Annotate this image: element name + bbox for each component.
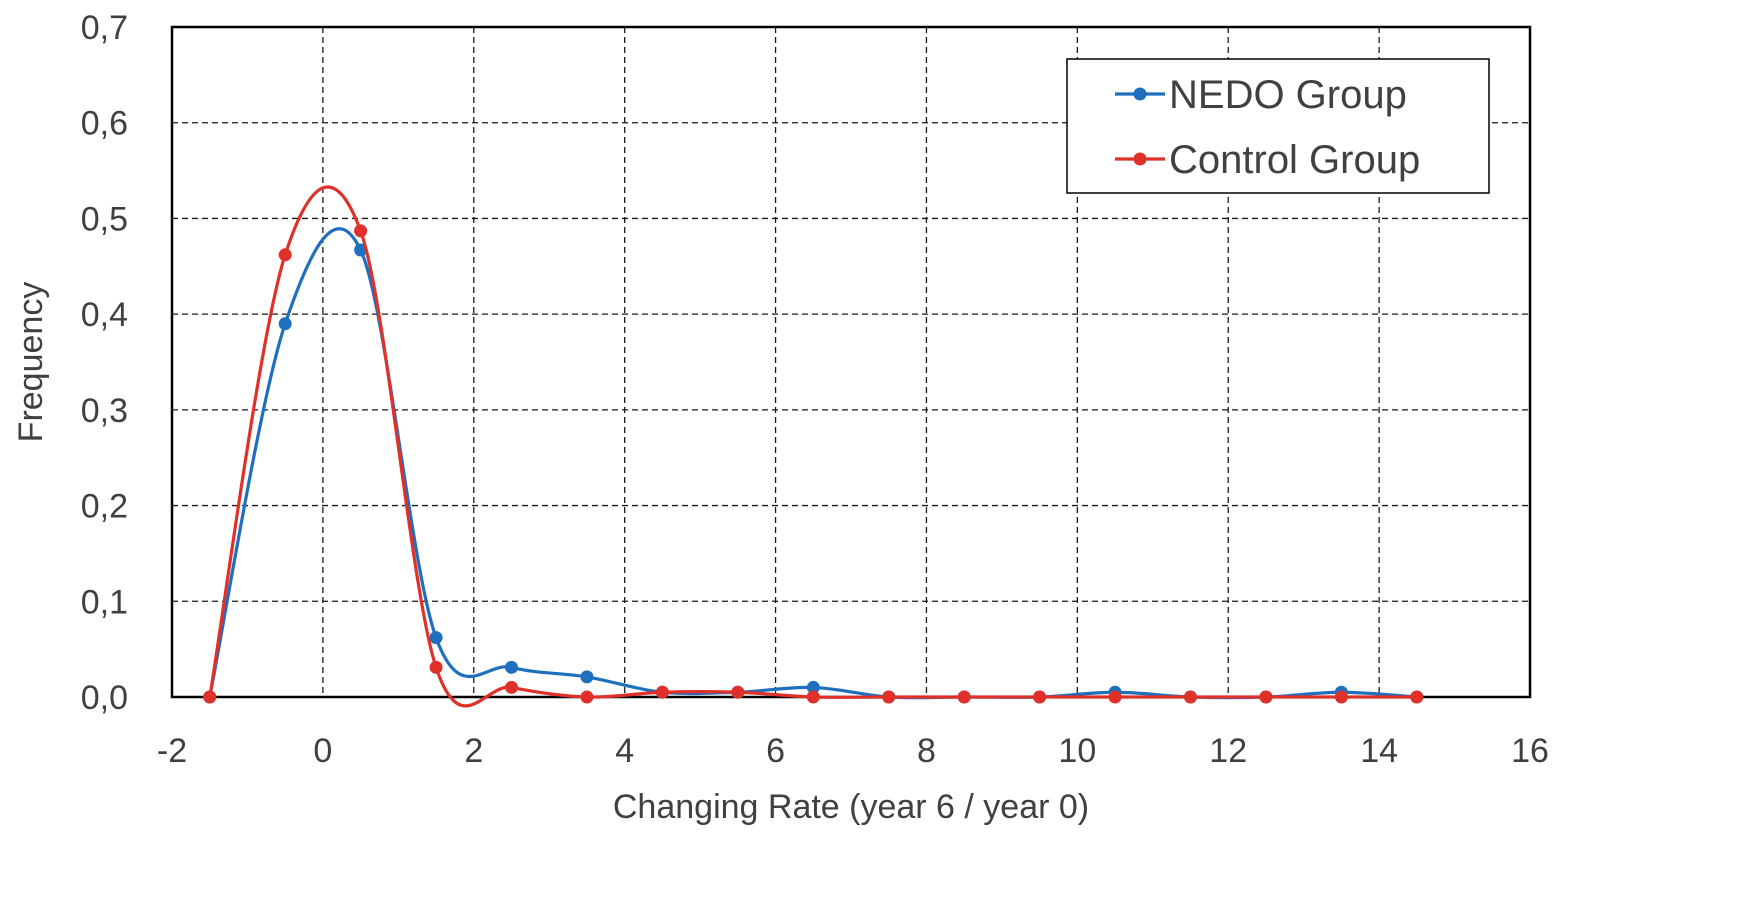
x-tick-label: 10 — [1058, 732, 1096, 770]
series-nedo-group — [203, 227, 1424, 704]
data-point-control-group — [203, 690, 217, 704]
data-point-nedo-group — [806, 680, 820, 694]
x-axis-title: Changing Rate (year 6 / year 0) — [613, 788, 1089, 826]
data-point-nedo-group — [580, 670, 594, 684]
data-point-control-group — [1334, 690, 1348, 704]
grid — [172, 27, 1530, 697]
x-tick-label: 0 — [313, 732, 332, 770]
data-point-nedo-group — [429, 631, 443, 645]
data-point-control-group — [429, 660, 443, 674]
legend-label: Control Group — [1169, 138, 1420, 182]
series-control-group — [203, 185, 1424, 708]
x-tick-label: 14 — [1360, 732, 1398, 770]
data-point-control-group — [278, 248, 292, 262]
data-point-control-group — [1259, 690, 1273, 704]
y-tick-label: 0,5 — [81, 200, 128, 238]
y-tick-label: 0,3 — [81, 392, 128, 430]
data-point-control-group — [1184, 690, 1197, 704]
data-point-control-group — [354, 224, 368, 238]
x-tick-label: 8 — [917, 732, 936, 770]
data-point-control-group — [505, 680, 518, 694]
series-line-control-group — [208, 185, 1417, 708]
legend-item-control-group: Control Group — [1115, 138, 1420, 182]
y-tick-label: 0,6 — [81, 105, 128, 143]
x-tick-label: 6 — [766, 732, 785, 770]
x-tick-label: -2 — [157, 732, 187, 770]
legend-label: NEDO Group — [1169, 73, 1407, 117]
x-tick-label: 2 — [464, 732, 483, 770]
data-point-control-group — [882, 690, 896, 704]
legend-marker — [1133, 87, 1147, 101]
x-tick-label: 4 — [615, 732, 634, 770]
data-point-nedo-group — [278, 317, 292, 331]
data-point-control-group — [1410, 690, 1424, 704]
tick-labels: -2 0 2 4 6 8 10 12 14 16 0,0 0,1 0,2 0,3 0,4 0,5 0,6 0,7 — [81, 9, 1549, 770]
y-tick-label: 0,7 — [81, 9, 128, 47]
legend-box — [1066, 58, 1490, 194]
y-tick-label: 0,2 — [81, 488, 128, 526]
data-point-nedo-group — [505, 660, 518, 674]
legend-item-nedo-group: NEDO Group — [1115, 73, 1407, 117]
legend: NEDO Group Control Group — [1066, 58, 1490, 194]
data-point-control-group — [655, 685, 669, 699]
data-point-control-group — [806, 690, 820, 704]
y-tick-label: 0,0 — [81, 679, 128, 717]
x-tick-label: 12 — [1209, 732, 1247, 770]
y-axis-title: Frequency — [12, 282, 50, 443]
y-tick-label: 0,1 — [81, 583, 128, 621]
legend-marker — [1133, 152, 1147, 166]
data-point-control-group — [957, 690, 971, 704]
y-tick-label: 0,4 — [81, 296, 128, 334]
data-point-control-group — [580, 690, 594, 704]
data-point-control-group — [1108, 690, 1122, 704]
series-line-nedo-group — [208, 227, 1417, 700]
data-point-control-group — [1033, 690, 1047, 704]
series-layer — [203, 185, 1424, 708]
data-point-control-group — [731, 685, 745, 699]
x-tick-label: 16 — [1511, 732, 1549, 770]
